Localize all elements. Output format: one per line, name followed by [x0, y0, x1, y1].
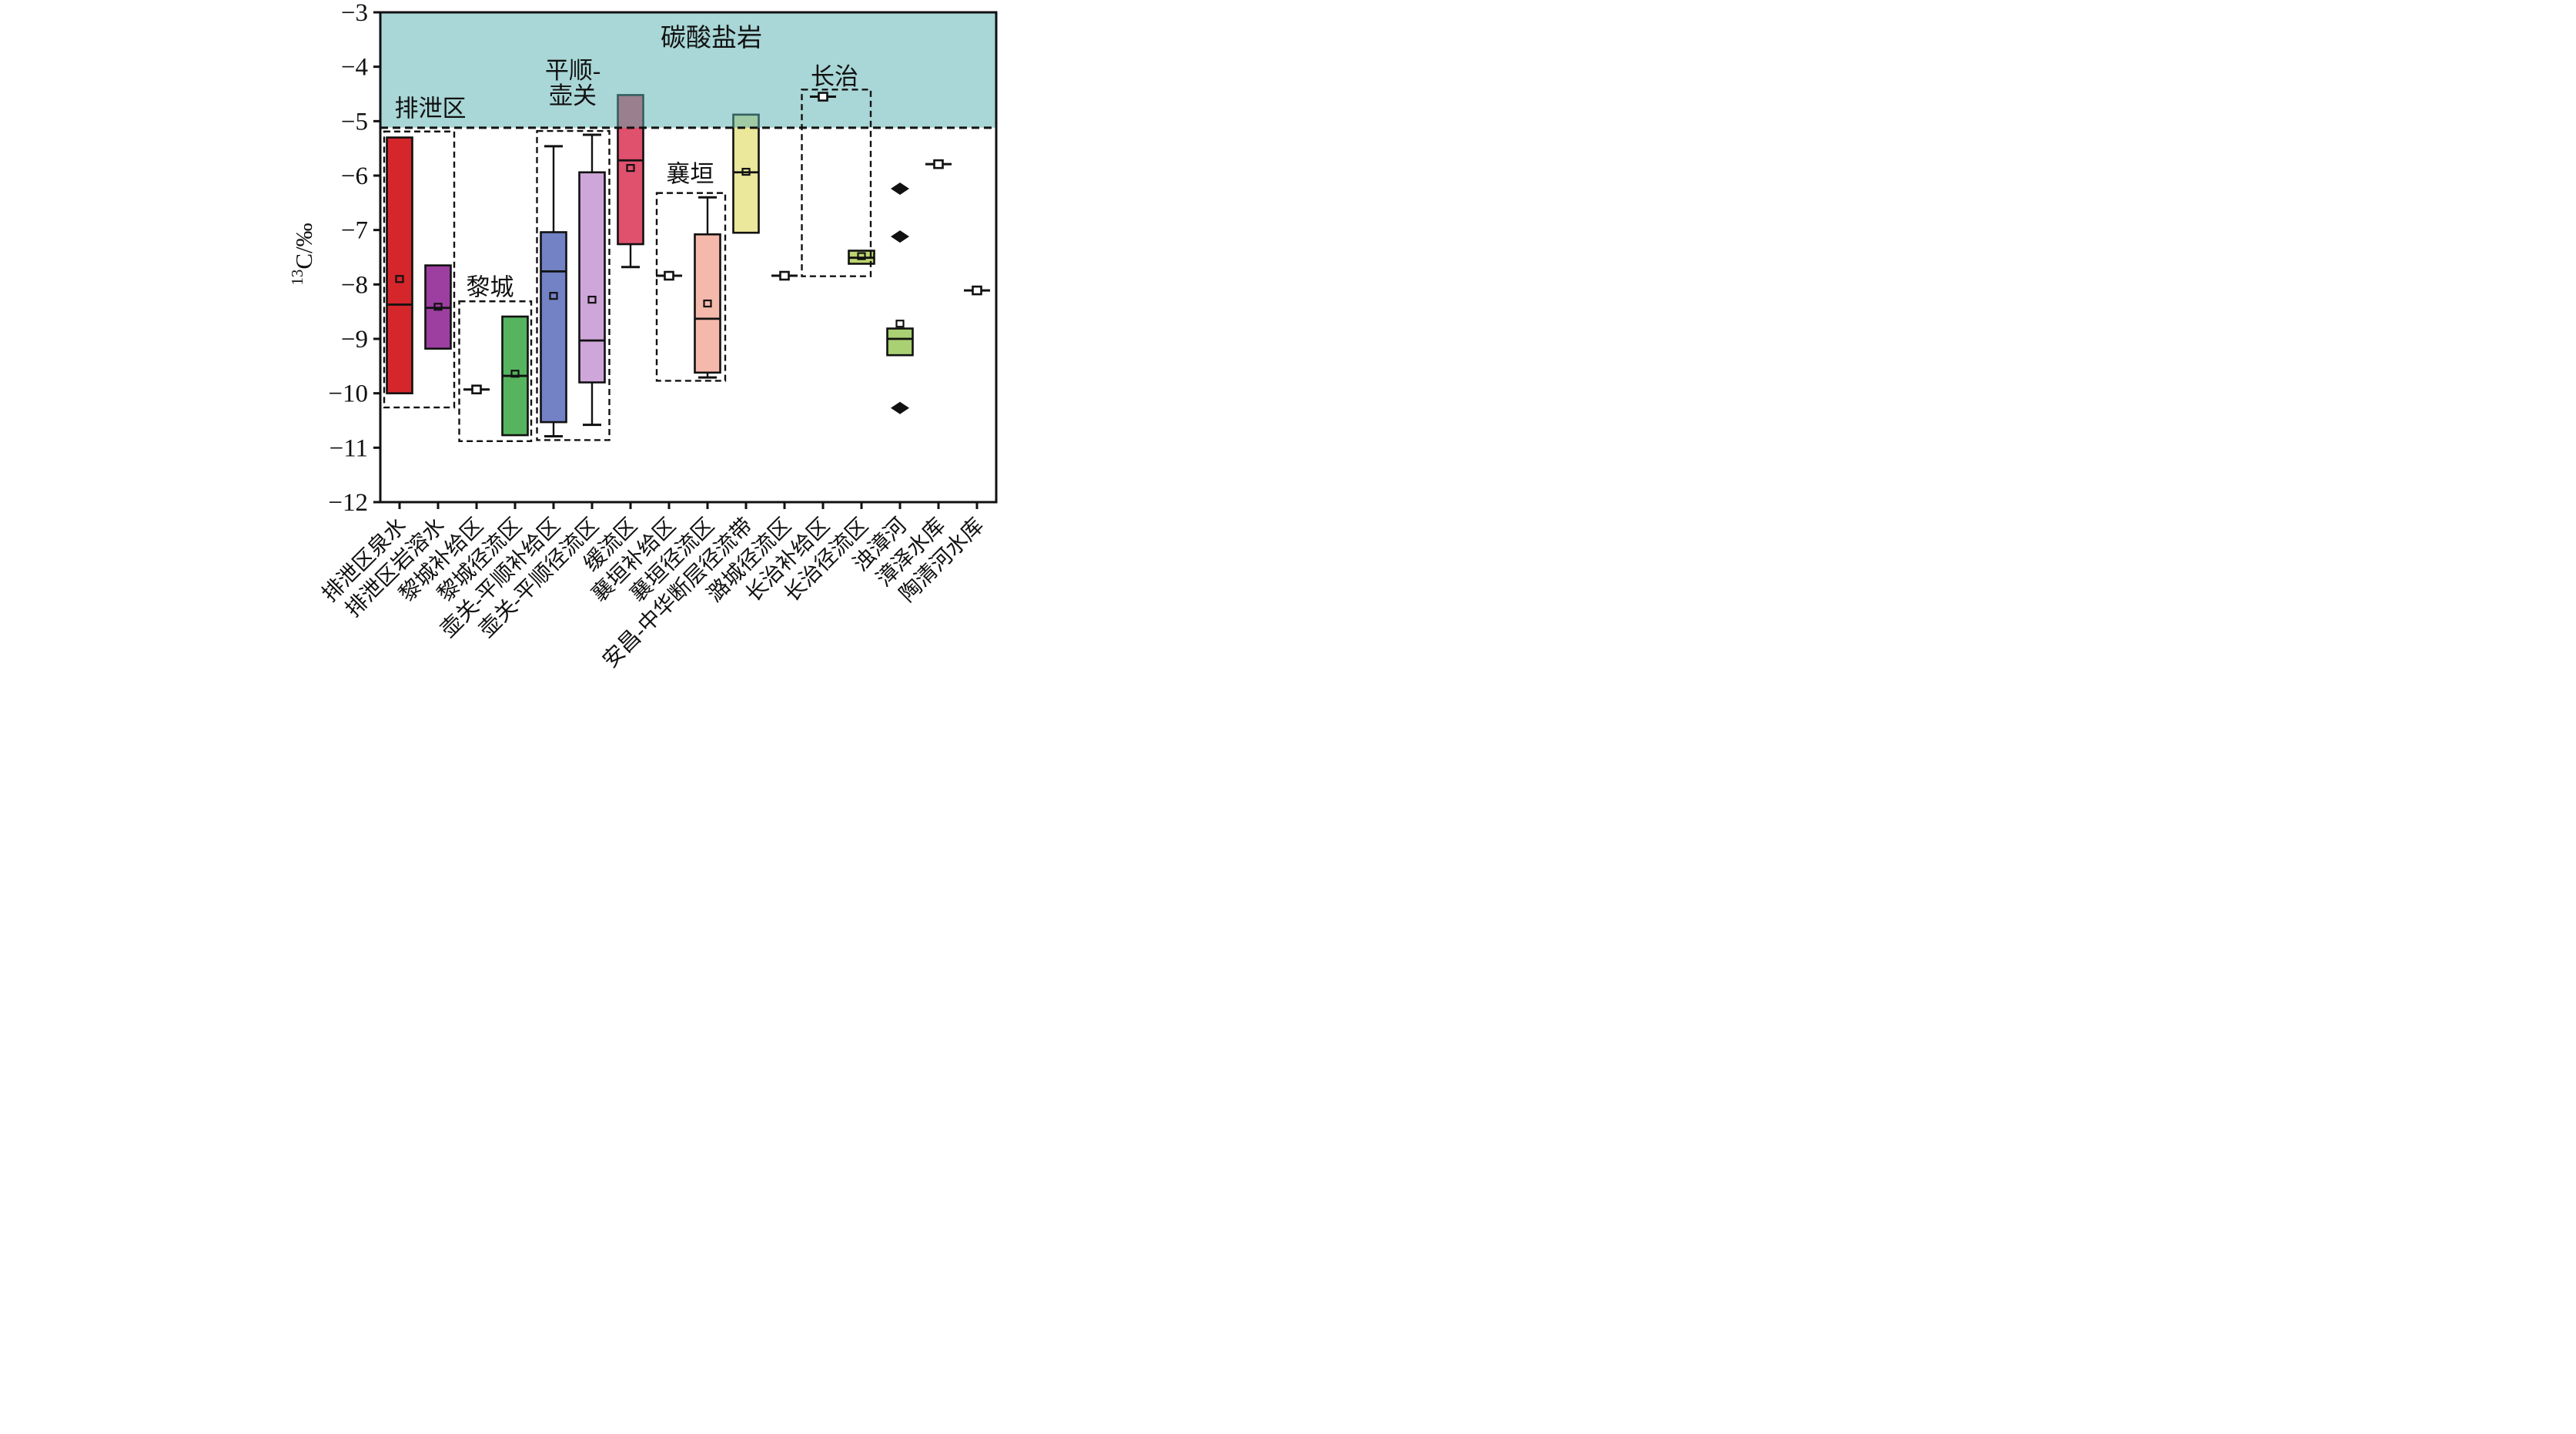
- point-marker-襄垣补给区: [656, 270, 682, 281]
- point-marker-黎城补给区: [463, 384, 490, 395]
- mean-marker-排泄区泉水: [395, 275, 404, 283]
- y-tick-label: −3: [341, 0, 368, 27]
- box-浊漳河: [886, 327, 914, 357]
- group-label-排泄区: 排泄区: [395, 95, 467, 122]
- box-排泄区泉水: [386, 136, 413, 394]
- mean-marker-排泄区岩溶水: [433, 303, 443, 311]
- box-排泄区岩溶水: [424, 264, 452, 350]
- y-tick-label: −4: [341, 54, 368, 82]
- group-rect-襄垣: [655, 192, 727, 382]
- value-square: [779, 270, 790, 281]
- iqr-box: [732, 113, 760, 234]
- group-label-平顺-壶关: 平顺-: [545, 57, 601, 84]
- group-label-黎城: 黎城: [467, 273, 514, 300]
- box-安昌-中华断层径流带: [732, 113, 760, 234]
- carbonate-zone: [380, 12, 996, 128]
- iqr-box: [694, 233, 721, 374]
- mean-marker-长治径流区: [857, 252, 866, 260]
- box-黎城径流区: [501, 315, 529, 437]
- point-marker-潞城径流区: [771, 270, 798, 281]
- mean-marker-缓流区: [626, 164, 635, 173]
- mean-marker-壶关-平顺径流区: [587, 296, 597, 304]
- box-襄垣径流区: [694, 196, 721, 379]
- iqr-box: [886, 327, 914, 357]
- group-label-长治: 长治: [811, 63, 858, 90]
- value-square: [972, 285, 982, 296]
- group-rect-平顺-壶关: [536, 129, 611, 441]
- mean-marker-黎城径流区: [510, 370, 520, 378]
- y-tick-label: −7: [341, 217, 368, 245]
- value-square: [471, 384, 482, 395]
- y-tick-label: −9: [341, 326, 368, 353]
- plot-frame: [379, 11, 998, 504]
- iqr-box: [578, 171, 606, 384]
- box-壶关-平顺补给区: [540, 145, 567, 437]
- value-square: [933, 159, 944, 169]
- point-marker-陶清河水库: [964, 285, 990, 296]
- boxplot-figure: 碳酸盐岩排泄区黎城 平顺- 壶关襄垣 长治 −3 −4 −5 −6 −7 −8 −9 −10 −11 −1…: [0, 0, 1288, 717]
- y-tick-label: −8: [341, 271, 368, 299]
- value-square: [818, 92, 828, 102]
- box-壶关-平顺径流区: [578, 133, 606, 427]
- group-rect-排泄区: [383, 130, 456, 409]
- y-tick-label: −5: [341, 108, 368, 136]
- group-label-平顺-壶关: 壶关: [549, 82, 597, 109]
- mean-marker-安昌-中华断层径流带: [741, 167, 751, 176]
- outlier-diamond-浊漳河-0: [891, 182, 909, 195]
- y-tick-label: −10: [328, 380, 368, 408]
- group-rect-长治: [801, 89, 872, 277]
- y-axis-title: 13C/‰: [288, 223, 317, 285]
- y-tick-label: −11: [330, 434, 368, 462]
- group-rect-黎城: [458, 300, 533, 443]
- y-tick-label: −12: [328, 489, 368, 517]
- point-marker-长治补给区: [810, 92, 836, 102]
- iqr-box: [386, 136, 413, 394]
- y-tick-label: −6: [341, 162, 368, 190]
- group-label-襄垣: 襄垣: [667, 160, 714, 187]
- outlier-diamond-浊漳河-1: [891, 230, 909, 243]
- outlier-diamond-浊漳河-2: [891, 401, 909, 414]
- value-square: [664, 270, 674, 281]
- iqr-box: [540, 231, 567, 424]
- box-长治径流区: [848, 250, 875, 265]
- carbonate-zone-label: 碳酸盐岩: [661, 24, 762, 52]
- mean-marker-襄垣径流区: [703, 299, 712, 308]
- mean-marker-浊漳河: [895, 320, 905, 328]
- point-marker-漳泽水库: [925, 159, 952, 169]
- mean-marker-壶关-平顺补给区: [549, 292, 558, 300]
